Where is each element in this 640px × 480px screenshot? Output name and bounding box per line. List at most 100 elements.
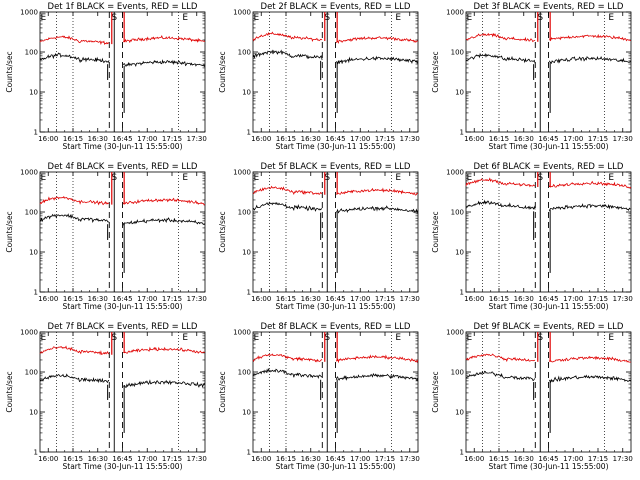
x-axis-label: Start Time (30-Jun-11 15:55:00) <box>489 142 609 151</box>
marker-label: E <box>395 333 401 343</box>
x-tick-label: 17:15 <box>588 295 608 303</box>
x-tick-label: 17:30 <box>400 455 420 463</box>
x-axis-label: Start Time (30-Jun-11 15:55:00) <box>489 462 609 471</box>
series-lld-line <box>39 35 206 46</box>
series-events-line <box>39 213 206 226</box>
series-events-line <box>252 49 419 65</box>
x-tick-label: 16:30 <box>514 295 534 303</box>
panel-det-6: Det 6f BLACK = Events, RED = LLD Counts/s… <box>431 162 633 311</box>
x-tick-label: 16:45 <box>538 295 558 303</box>
marker-label: E <box>466 13 472 23</box>
x-tick-label: 17:15 <box>162 455 182 463</box>
y-axis-label: Counts/sec <box>5 51 14 92</box>
panel-det-1: Det 1f BLACK = Events, RED = LLD Counts/s… <box>5 2 207 151</box>
y-tick-label: 10 <box>455 89 464 97</box>
y-tick-label: 1 <box>247 289 251 297</box>
series-events-line <box>465 370 632 384</box>
x-axis-label: Start Time (30-Jun-11 15:55:00) <box>276 142 396 151</box>
y-tick-label: 10 <box>242 89 251 97</box>
y-axis-label: Counts/sec <box>5 211 14 252</box>
marker-label: E <box>40 333 46 343</box>
x-axis-label: Start Time (30-Jun-11 15:55:00) <box>63 302 183 311</box>
x-tick-label: 17:30 <box>187 455 207 463</box>
x-tick-label: 16:15 <box>276 135 296 143</box>
x-tick-label: 17:15 <box>588 135 608 143</box>
y-tick-label: 100 <box>238 209 251 217</box>
x-tick-label: 17:00 <box>350 295 370 303</box>
marker-label: S <box>324 13 330 23</box>
marker-label: S <box>111 13 117 23</box>
series-lld-line <box>252 353 419 364</box>
marker-label: E <box>40 13 46 23</box>
x-tick-label: 17:15 <box>375 295 395 303</box>
y-axis-label: Counts/sec <box>431 371 440 412</box>
marker-label: S <box>537 173 543 183</box>
x-tick-label: 16:30 <box>88 455 108 463</box>
x-tick-label: 16:30 <box>301 295 321 303</box>
x-tick-label: 16:00 <box>251 295 271 303</box>
y-tick-label: 100 <box>238 369 251 377</box>
y-tick-label: 1 <box>460 129 464 137</box>
marker-label: E <box>466 333 472 343</box>
x-tick-label: 16:15 <box>276 295 296 303</box>
x-tick-label: 17:15 <box>375 455 395 463</box>
y-axis-label: Counts/sec <box>431 51 440 92</box>
series-lld-line <box>39 195 206 206</box>
y-tick-label: 1000 <box>233 329 251 337</box>
y-axis-label: Counts/sec <box>218 371 227 412</box>
marker-label: E <box>608 333 614 343</box>
y-tick-label: 10 <box>29 249 38 257</box>
y-tick-label: 10 <box>242 249 251 257</box>
y-tick-label: 1000 <box>20 169 38 177</box>
y-tick-label: 100 <box>25 209 38 217</box>
panel-det-8: Det 8f BLACK = Events, RED = LLD Counts/s… <box>218 322 420 471</box>
x-tick-label: 16:00 <box>38 135 58 143</box>
marker-label: E <box>253 173 259 183</box>
panel-title: Det 4f BLACK = Events, RED = LLD <box>48 162 198 172</box>
x-tick-label: 17:00 <box>350 455 370 463</box>
y-tick-label: 1 <box>247 449 251 457</box>
x-tick-label: 17:00 <box>563 295 583 303</box>
x-axis-label: Start Time (30-Jun-11 15:55:00) <box>276 462 396 471</box>
y-tick-label: 1000 <box>446 329 464 337</box>
x-axis-label: Start Time (30-Jun-11 15:55:00) <box>63 462 183 471</box>
x-tick-label: 16:30 <box>514 455 534 463</box>
y-tick-label: 1000 <box>446 169 464 177</box>
x-tick-label: 16:30 <box>514 135 534 143</box>
x-tick-label: 16:30 <box>301 135 321 143</box>
panel-det-2: Det 2f BLACK = Events, RED = LLD Counts/s… <box>218 2 420 151</box>
y-tick-label: 10 <box>29 409 38 417</box>
y-tick-label: 1 <box>460 289 464 297</box>
series-lld-line <box>465 353 631 363</box>
x-tick-label: 16:15 <box>489 295 509 303</box>
x-tick-label: 16:00 <box>464 135 484 143</box>
x-tick-label: 16:30 <box>301 455 321 463</box>
marker-label: E <box>40 173 46 183</box>
x-tick-label: 17:00 <box>563 455 583 463</box>
x-tick-label: 16:45 <box>538 455 558 463</box>
x-axis-label: Start Time (30-Jun-11 15:55:00) <box>63 142 183 151</box>
x-tick-label: 16:00 <box>464 455 484 463</box>
series-lld-line <box>465 32 631 43</box>
y-tick-label: 10 <box>29 89 38 97</box>
x-tick-label: 16:15 <box>63 135 83 143</box>
panel-det-7: Det 7f BLACK = Events, RED = LLD Counts/s… <box>5 322 207 471</box>
panel-det-3: Det 3f BLACK = Events, RED = LLD Counts/s… <box>431 2 633 151</box>
x-tick-label: 16:45 <box>112 295 132 303</box>
x-tick-label: 17:00 <box>137 295 157 303</box>
marker-label: E <box>395 13 401 23</box>
x-tick-label: 16:15 <box>63 455 83 463</box>
series-events-line <box>39 52 206 68</box>
x-tick-label: 17:15 <box>162 295 182 303</box>
y-tick-label: 1 <box>460 449 464 457</box>
x-tick-label: 16:15 <box>489 135 509 143</box>
x-tick-label: 16:45 <box>112 455 132 463</box>
y-tick-label: 100 <box>451 209 464 217</box>
x-tick-label: 17:30 <box>187 135 207 143</box>
x-tick-label: 17:00 <box>137 455 157 463</box>
series-events-line <box>252 201 419 214</box>
y-tick-label: 100 <box>25 49 38 57</box>
marker-label: E <box>253 13 259 23</box>
x-tick-label: 16:45 <box>325 135 345 143</box>
marker-label: S <box>537 333 543 343</box>
